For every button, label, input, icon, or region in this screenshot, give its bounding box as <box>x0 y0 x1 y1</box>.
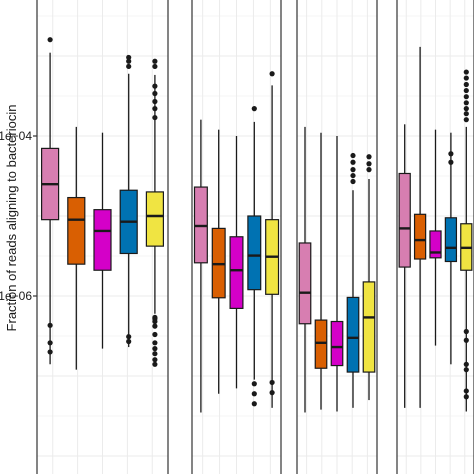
outlier-point <box>350 167 356 173</box>
outlier-point <box>463 337 469 343</box>
outlier-point <box>152 323 158 329</box>
outlier-point <box>463 111 469 117</box>
outlier-point <box>152 114 158 121</box>
outlier-point <box>448 159 454 165</box>
outlier-point <box>448 151 454 157</box>
outlier-point <box>152 357 158 363</box>
outlier-point <box>251 106 257 112</box>
outlier-point <box>463 94 469 100</box>
box-group <box>119 54 138 348</box>
outlier-point <box>350 178 356 185</box>
y-tick-label: 1e−06 <box>0 289 32 303</box>
outlier-point <box>463 388 469 394</box>
outlier-point <box>269 390 275 396</box>
box-group <box>362 154 376 401</box>
box-group <box>330 136 344 412</box>
outlier-point <box>463 367 469 373</box>
outlier-point <box>463 361 469 367</box>
outlier-point <box>350 172 356 179</box>
outlier-point <box>463 328 469 335</box>
box <box>67 196 86 265</box>
outlier-point <box>251 391 257 397</box>
outlier-point <box>463 87 469 94</box>
outlier-point <box>269 71 275 77</box>
box <box>362 281 376 373</box>
box-group <box>40 37 60 365</box>
outlier-point <box>463 117 469 123</box>
outlier-point <box>152 351 158 357</box>
outlier-point <box>47 37 53 43</box>
box-group <box>398 124 411 408</box>
box <box>444 217 458 263</box>
outlier-point <box>152 90 158 97</box>
outlier-point <box>126 58 132 64</box>
outlier-point <box>366 161 372 167</box>
box-group <box>93 132 112 349</box>
outlier-point <box>47 340 53 346</box>
outlier-point <box>350 152 356 159</box>
box-group <box>145 58 164 367</box>
box-group <box>67 126 86 370</box>
y-tick-label: 1e−04 <box>0 129 32 143</box>
outlier-point <box>366 167 372 173</box>
box-group <box>346 152 360 408</box>
box <box>93 209 112 271</box>
box <box>346 296 360 373</box>
box-group <box>298 126 312 413</box>
box <box>413 213 427 260</box>
y-axis-label: Fraction of reads aligning to bacterioci… <box>4 105 19 332</box>
outlier-point <box>152 314 158 321</box>
outlier-point <box>152 63 158 70</box>
box <box>330 320 344 367</box>
box <box>429 230 442 259</box>
outlier-point <box>463 394 469 400</box>
outlier-point <box>126 338 132 345</box>
outlier-point <box>463 81 469 88</box>
box <box>398 172 411 268</box>
box <box>314 319 328 369</box>
outlier-point <box>269 379 275 386</box>
outlier-point <box>152 361 158 367</box>
box-group <box>265 71 280 408</box>
box-group <box>460 69 473 412</box>
outlier-point <box>463 75 469 81</box>
box <box>145 191 164 247</box>
outlier-point <box>152 106 158 112</box>
box <box>298 242 312 325</box>
box-group <box>193 119 208 413</box>
box-group <box>247 106 262 407</box>
outlier-point <box>152 331 158 338</box>
box-group <box>444 132 458 365</box>
outlier-point <box>463 69 469 75</box>
outlier-point <box>152 98 158 105</box>
box-group <box>211 129 226 394</box>
box-group <box>413 46 427 408</box>
outlier-point <box>152 340 158 346</box>
box-group <box>229 136 244 389</box>
outlier-point <box>152 346 158 352</box>
outlier-point <box>350 159 356 165</box>
outlier-point <box>463 106 469 112</box>
outlier-point <box>251 381 257 387</box>
box-group <box>314 132 328 410</box>
outlier-point <box>152 58 158 64</box>
box <box>247 215 262 291</box>
outlier-point <box>126 63 132 70</box>
outlier-point <box>47 322 53 328</box>
outlier-point <box>152 83 158 89</box>
box-group <box>429 129 442 346</box>
box <box>229 236 244 309</box>
outlier-point <box>463 100 469 106</box>
outlier-point <box>251 401 257 407</box>
outlier-point <box>47 349 53 355</box>
outlier-point <box>126 334 132 340</box>
outlier-point <box>366 154 372 160</box>
outlier-point <box>126 54 132 61</box>
